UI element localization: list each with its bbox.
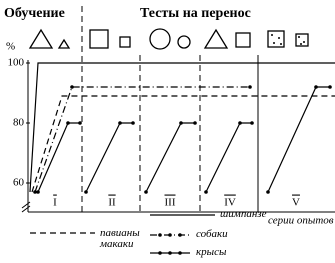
y-label: % (6, 41, 15, 53)
phase-label: V (292, 197, 300, 209)
phase-label: II (108, 197, 116, 209)
series-point (250, 121, 254, 125)
series-point (84, 190, 88, 194)
phase-label: I (53, 197, 57, 209)
legend-label: павианы макаки (100, 227, 140, 250)
series-point (238, 121, 242, 125)
legend-dot (178, 251, 182, 255)
series-point (131, 121, 135, 125)
series-point (328, 85, 332, 89)
series-point (314, 85, 318, 89)
phase-label: III (165, 197, 176, 209)
series-point (248, 85, 252, 89)
series-point (70, 85, 74, 89)
legend-label: крысы (196, 246, 227, 258)
series-point (193, 121, 197, 125)
legend-label: шимпанзе (220, 208, 267, 220)
phase-separators (21, 6, 335, 213)
series-point (266, 190, 270, 194)
header-tests: Тесты на перенос (140, 6, 251, 21)
legend-dot (158, 251, 162, 255)
legend-dot (168, 233, 172, 237)
y-tick-label: 100 (8, 57, 25, 69)
series-point (33, 190, 37, 194)
series-point (66, 121, 70, 125)
series-point (144, 190, 148, 194)
y-tick-label: 80 (13, 117, 25, 129)
icons (28, 28, 309, 50)
legend-dot (158, 233, 162, 237)
phase-label: IV (224, 197, 236, 209)
series-line (29, 62, 335, 193)
series-line (34, 86, 250, 193)
series-point (78, 121, 82, 125)
x-label: серии опытов (268, 215, 334, 227)
header-training: Обучение (4, 6, 65, 21)
icon-dots (271, 34, 305, 45)
series-line (31, 95, 335, 193)
series-point (118, 121, 122, 125)
y-tick-label: 60 (13, 177, 25, 189)
legend-label: собаки (196, 228, 228, 240)
series-point (204, 190, 208, 194)
legend-dot (178, 233, 182, 237)
series-point (36, 190, 40, 194)
legend-dot (168, 251, 172, 255)
series-point (179, 121, 183, 125)
